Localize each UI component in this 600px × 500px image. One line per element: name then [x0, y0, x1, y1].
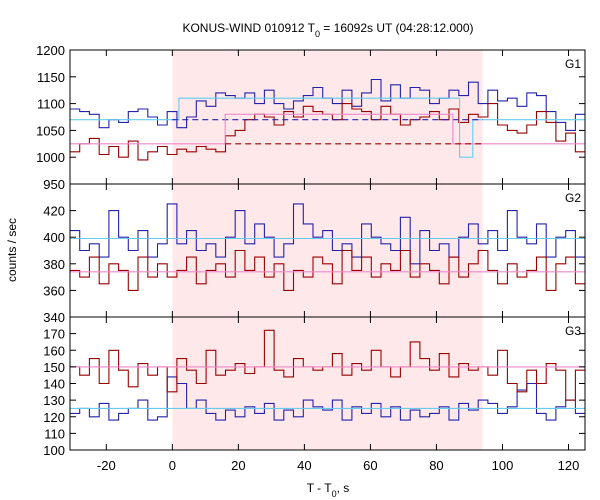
y-tick-label: 1050 — [36, 123, 65, 138]
chart-title: KONUS-WIND 010912 T0 = 16092s UT (04:28:… — [182, 21, 473, 39]
x-tick-label: 60 — [363, 458, 377, 473]
x-tick-label: 40 — [297, 458, 311, 473]
y-axis-label: counts / sec — [5, 218, 19, 282]
panel-g2: 340 360 380 400 420 G2 — [43, 183, 586, 325]
series-line-2 — [70, 249, 585, 291]
series-line-2 — [70, 329, 585, 401]
y-tick-label: 380 — [43, 257, 65, 272]
y-tick-label: 420 — [43, 204, 65, 219]
y-tick-label: 110 — [44, 426, 65, 441]
y-tick-label: 120 — [43, 410, 65, 425]
x-tick-label: 0 — [169, 458, 176, 473]
highlight-band — [172, 317, 483, 450]
x-tick-label: 80 — [429, 458, 443, 473]
y-tick-label: 1200 — [36, 43, 65, 58]
x-tick-label: 20 — [231, 458, 245, 473]
panel-label: G3 — [565, 324, 581, 338]
y-tick-label: 140 — [43, 377, 65, 392]
y-tick-label: 150 — [43, 360, 65, 375]
y-tick-label: 340 — [43, 310, 65, 325]
panel-g1: 950 1000 1050 1100 1150 1200 G1 — [36, 43, 586, 192]
x-tick-label: -20 — [97, 458, 116, 473]
y-tick-label: 1150 — [37, 70, 65, 85]
y-tick-label: 170 — [43, 327, 65, 342]
y-tick-label: 130 — [43, 393, 65, 408]
highlight-band — [172, 50, 483, 184]
y-tick-label: 100 — [43, 443, 65, 458]
x-axis-label: T - T0, s — [307, 481, 350, 499]
y-tick-label: 160 — [43, 343, 65, 358]
series-line-2 — [70, 103, 585, 161]
y-tick-label: 360 — [43, 283, 65, 298]
panel-label: G2 — [565, 191, 581, 205]
x-tick-label: 100 — [492, 458, 514, 473]
panels-group: 95010001050110011501200G1340360380400420… — [36, 43, 586, 473]
x-tick-label: 120 — [558, 458, 580, 473]
y-tick-label: 1000 — [36, 150, 65, 165]
y-tick-label: 400 — [43, 230, 65, 245]
y-tick-label: 950 — [43, 177, 65, 192]
y-tick-label: 1100 — [37, 97, 65, 112]
panel-label: G1 — [565, 57, 581, 71]
